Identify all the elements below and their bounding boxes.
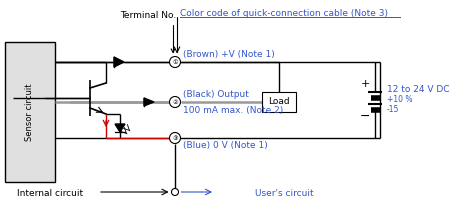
Text: Internal circuit: Internal circuit: [17, 189, 83, 197]
Polygon shape: [144, 98, 154, 106]
Text: +: +: [360, 79, 370, 89]
Circle shape: [172, 189, 179, 196]
Text: Terminal No.: Terminal No.: [120, 10, 176, 52]
Text: +10 %: +10 %: [387, 96, 413, 105]
Text: 12 to 24 V DC: 12 to 24 V DC: [387, 85, 449, 94]
Text: ③: ③: [172, 135, 178, 140]
Text: -15: -15: [387, 105, 400, 113]
Text: 100 mA max. (Note 2): 100 mA max. (Note 2): [183, 106, 283, 115]
Circle shape: [170, 97, 180, 108]
Text: Sensor circuit: Sensor circuit: [25, 83, 34, 141]
Text: (Black) Output: (Black) Output: [183, 90, 249, 99]
Text: Load: Load: [268, 97, 290, 106]
Text: ①: ①: [172, 59, 178, 64]
Circle shape: [170, 56, 180, 67]
Text: User's circuit: User's circuit: [255, 189, 313, 197]
FancyBboxPatch shape: [5, 42, 55, 182]
Text: −: −: [360, 109, 370, 122]
Polygon shape: [115, 124, 125, 132]
Circle shape: [170, 133, 180, 143]
Text: (Brown) +V (Note 1): (Brown) +V (Note 1): [183, 50, 275, 59]
Text: ②: ②: [172, 100, 178, 105]
FancyBboxPatch shape: [262, 92, 296, 112]
Text: (Blue) 0 V (Note 1): (Blue) 0 V (Note 1): [183, 141, 268, 150]
Text: Color code of quick-connection cable (Note 3): Color code of quick-connection cable (No…: [180, 8, 388, 17]
Polygon shape: [114, 57, 124, 67]
